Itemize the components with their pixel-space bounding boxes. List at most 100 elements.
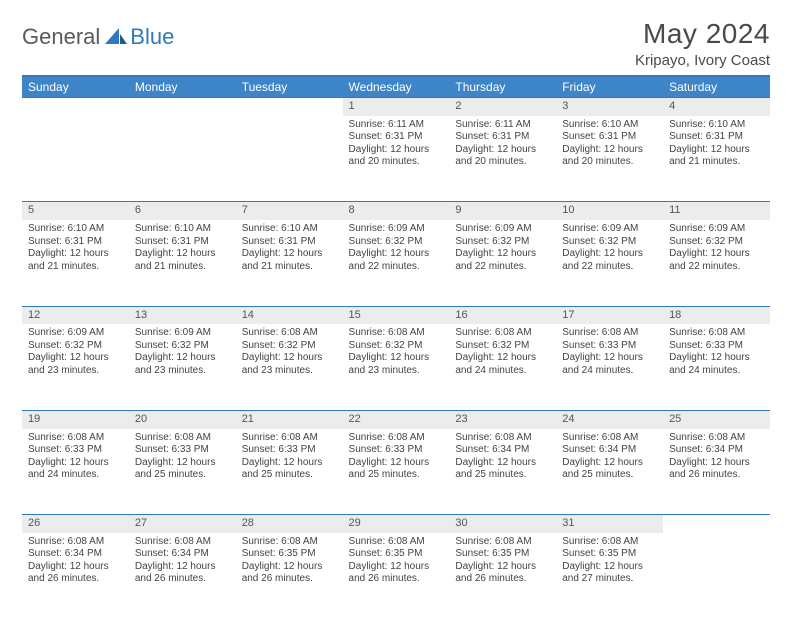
daylight-line-label: Daylight: bbox=[242, 352, 284, 363]
day-number: 16 bbox=[455, 309, 467, 321]
daylight-line: Daylight: 12 hours and 24 minutes. bbox=[455, 352, 550, 377]
sunrise-line-value: 6:08 AM bbox=[67, 536, 104, 547]
day-number: 10 bbox=[562, 204, 574, 216]
sunrise-line-value: 6:08 AM bbox=[709, 432, 746, 443]
sunrise-line: Sunrise: 6:08 AM bbox=[455, 536, 550, 549]
day-content-cell: Sunrise: 6:08 AMSunset: 6:33 PMDaylight:… bbox=[236, 429, 343, 515]
week-daynum-row: 19202122232425 bbox=[22, 410, 770, 428]
day-number-cell: 13 bbox=[129, 306, 236, 324]
sunrise-line: Sunrise: 6:08 AM bbox=[135, 432, 230, 445]
sunrise-line-label: Sunrise: bbox=[135, 432, 174, 443]
daylight-line-label: Daylight: bbox=[135, 352, 177, 363]
daylight-line-label: Daylight: bbox=[455, 457, 497, 468]
day-number-cell: 27 bbox=[129, 515, 236, 533]
sunrise-line-label: Sunrise: bbox=[242, 432, 281, 443]
sunrise-line-value: 6:09 AM bbox=[709, 223, 746, 234]
sunset-line: Sunset: 6:35 PM bbox=[242, 548, 337, 561]
sunset-line-value: 6:34 PM bbox=[599, 444, 636, 455]
sunset-line-value: 6:31 PM bbox=[172, 236, 209, 247]
day-header: Thursday bbox=[449, 76, 556, 98]
sunset-line: Sunset: 6:32 PM bbox=[669, 236, 764, 249]
sunrise-line-label: Sunrise: bbox=[349, 432, 388, 443]
day-content-cell: Sunrise: 6:09 AMSunset: 6:32 PMDaylight:… bbox=[129, 324, 236, 410]
day-number-cell: 3 bbox=[556, 98, 663, 116]
day-number: 15 bbox=[349, 309, 361, 321]
day-number: 12 bbox=[28, 309, 40, 321]
sunset-line-label: Sunset: bbox=[669, 340, 706, 351]
day-number-cell: 19 bbox=[22, 410, 129, 428]
sunrise-line: Sunrise: 6:09 AM bbox=[455, 223, 550, 236]
day-number-cell: 17 bbox=[556, 306, 663, 324]
sunrise-line: Sunrise: 6:09 AM bbox=[669, 223, 764, 236]
daylight-line-label: Daylight: bbox=[562, 352, 604, 363]
daylight-line: Daylight: 12 hours and 24 minutes. bbox=[28, 457, 123, 482]
day-number-cell: 30 bbox=[449, 515, 556, 533]
sunset-line-label: Sunset: bbox=[135, 236, 172, 247]
sunset-line-value: 6:33 PM bbox=[172, 444, 209, 455]
sunrise-line: Sunrise: 6:09 AM bbox=[135, 327, 230, 340]
daylight-line: Daylight: 12 hours and 20 minutes. bbox=[562, 144, 657, 169]
sunset-line-label: Sunset: bbox=[455, 444, 492, 455]
day-content-cell: Sunrise: 6:11 AMSunset: 6:31 PMDaylight:… bbox=[343, 116, 450, 202]
sunset-line-label: Sunset: bbox=[455, 236, 492, 247]
sunrise-line-label: Sunrise: bbox=[28, 327, 67, 338]
sunset-line-value: 6:32 PM bbox=[278, 340, 315, 351]
day-number-cell: 7 bbox=[236, 202, 343, 220]
day-content-cell: Sunrise: 6:08 AMSunset: 6:33 PMDaylight:… bbox=[129, 429, 236, 515]
sunrise-line-label: Sunrise: bbox=[28, 536, 67, 547]
sunset-line: Sunset: 6:34 PM bbox=[455, 444, 550, 457]
sunset-line-label: Sunset: bbox=[562, 131, 599, 142]
day-number-cell: 15 bbox=[343, 306, 450, 324]
day-content-cell: Sunrise: 6:08 AMSunset: 6:34 PMDaylight:… bbox=[663, 429, 770, 515]
day-number: 6 bbox=[135, 204, 141, 216]
sunrise-line-value: 6:08 AM bbox=[281, 536, 318, 547]
daylight-line-label: Daylight: bbox=[669, 144, 711, 155]
sunrise-line-label: Sunrise: bbox=[562, 119, 601, 130]
daylight-line: Daylight: 12 hours and 20 minutes. bbox=[349, 144, 444, 169]
sunset-line: Sunset: 6:32 PM bbox=[455, 236, 550, 249]
day-number: 1 bbox=[349, 100, 355, 112]
sunrise-line: Sunrise: 6:10 AM bbox=[135, 223, 230, 236]
day-header-row: Sunday Monday Tuesday Wednesday Thursday… bbox=[22, 76, 770, 98]
day-header: Monday bbox=[129, 76, 236, 98]
sunset-line-label: Sunset: bbox=[242, 444, 279, 455]
sunset-line-value: 6:35 PM bbox=[599, 548, 636, 559]
day-content-cell: Sunrise: 6:08 AMSunset: 6:34 PMDaylight:… bbox=[22, 533, 129, 619]
sunrise-line: Sunrise: 6:08 AM bbox=[669, 432, 764, 445]
daylight-line-label: Daylight: bbox=[28, 457, 70, 468]
day-number: 3 bbox=[562, 100, 568, 112]
day-number: 17 bbox=[562, 309, 574, 321]
calendar-page: General Blue May 2024 Kripayo, Ivory Coa… bbox=[0, 0, 792, 629]
brand-logo: General Blue bbox=[22, 18, 174, 50]
day-number-cell: 21 bbox=[236, 410, 343, 428]
sunrise-line-label: Sunrise: bbox=[562, 327, 601, 338]
day-number: 20 bbox=[135, 413, 147, 425]
sunrise-line: Sunrise: 6:08 AM bbox=[562, 536, 657, 549]
day-content-cell: Sunrise: 6:08 AMSunset: 6:32 PMDaylight:… bbox=[449, 324, 556, 410]
sunset-line-label: Sunset: bbox=[28, 444, 65, 455]
sunset-line-value: 6:32 PM bbox=[385, 340, 422, 351]
sunset-line-value: 6:33 PM bbox=[706, 340, 743, 351]
daylight-line: Daylight: 12 hours and 26 minutes. bbox=[135, 561, 230, 586]
day-number: 8 bbox=[349, 204, 355, 216]
day-number: 14 bbox=[242, 309, 254, 321]
sunrise-line-label: Sunrise: bbox=[349, 119, 388, 130]
daylight-line-label: Daylight: bbox=[562, 248, 604, 259]
sunset-line-value: 6:31 PM bbox=[65, 236, 102, 247]
sunset-line: Sunset: 6:32 PM bbox=[242, 340, 337, 353]
daylight-line-label: Daylight: bbox=[135, 248, 177, 259]
daylight-line-label: Daylight: bbox=[242, 457, 284, 468]
sunset-line-label: Sunset: bbox=[349, 236, 386, 247]
sunset-line-value: 6:31 PM bbox=[492, 131, 529, 142]
sunrise-line-label: Sunrise: bbox=[28, 223, 67, 234]
week-content-row: Sunrise: 6:08 AMSunset: 6:34 PMDaylight:… bbox=[22, 533, 770, 619]
sunset-line: Sunset: 6:34 PM bbox=[562, 444, 657, 457]
sunset-line: Sunset: 6:32 PM bbox=[349, 236, 444, 249]
sunrise-line: Sunrise: 6:08 AM bbox=[28, 536, 123, 549]
month-title: May 2024 bbox=[635, 18, 770, 50]
sunset-line: Sunset: 6:35 PM bbox=[455, 548, 550, 561]
day-content-cell: Sunrise: 6:08 AMSunset: 6:34 PMDaylight:… bbox=[449, 429, 556, 515]
day-number: 2 bbox=[455, 100, 461, 112]
day-content-cell: Sunrise: 6:09 AMSunset: 6:32 PMDaylight:… bbox=[22, 324, 129, 410]
sunset-line-value: 6:33 PM bbox=[385, 444, 422, 455]
